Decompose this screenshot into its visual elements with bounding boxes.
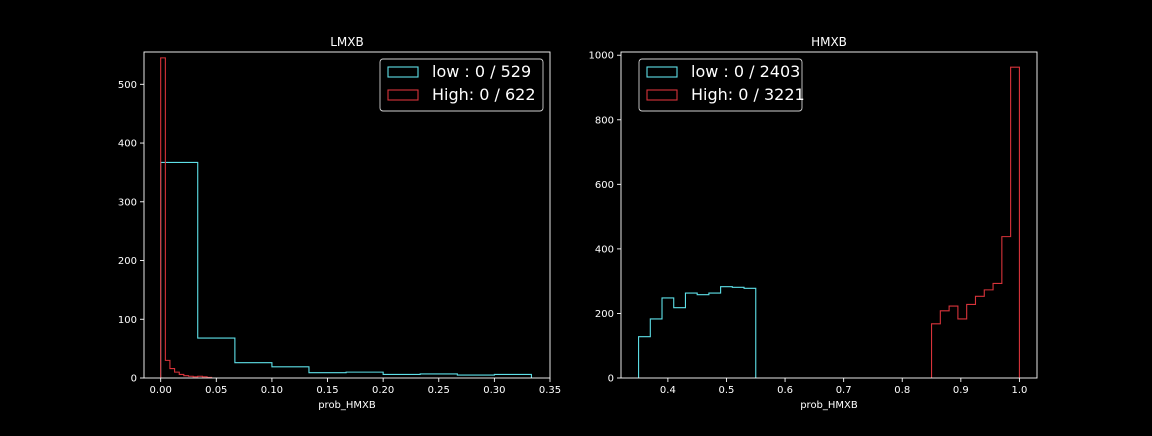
x-tick-label: 0.30 [483, 385, 505, 396]
legend-box [379, 58, 544, 112]
x-tick-label: 0.15 [316, 385, 338, 396]
histogram-series-low [638, 286, 757, 378]
chart-title: HMXB [811, 35, 847, 49]
legend-entry-label: low : 0 / 529 [432, 62, 531, 81]
axes-frame [143, 51, 551, 379]
y-tick-label: 100 [118, 315, 137, 326]
x-axis-label: prob_HMXB [800, 400, 858, 411]
legend-swatch [387, 89, 419, 101]
legend-swatch [387, 66, 419, 78]
y-tick-label: 200 [118, 256, 137, 267]
legend-entry-label: High: 0 / 3221 [691, 85, 805, 104]
x-tick-label: 0.20 [372, 385, 394, 396]
histogram-series-low [160, 161, 532, 378]
y-tick-label: 1000 [589, 51, 614, 62]
legend-swatch [646, 89, 678, 101]
legend-entry-label: low : 0 / 2403 [691, 62, 800, 81]
y-tick-label: 800 [595, 115, 614, 126]
chart-title: LMXB [330, 35, 364, 49]
y-tick-label: 400 [595, 244, 614, 255]
x-tick-label: 0.00 [150, 385, 172, 396]
histogram-series-high [930, 66, 1020, 378]
x-tick-label: 0.5 [719, 385, 735, 396]
histogram-series-high [160, 57, 213, 378]
lmxb-histogram-panel: LMXB 0.00 0.05 0.10 0.15 0.20 0.25 0.30 0.35 0 100… [118, 35, 561, 411]
legend: low : 0 / 529 High: 0 / 622 [379, 58, 544, 112]
y-tick-label: 0 [131, 374, 137, 385]
x-tick-label: 0.8 [894, 385, 910, 396]
x-tick-label: 0.10 [261, 385, 283, 396]
x-tick-label: 0.05 [205, 385, 227, 396]
legend-entry-label: High: 0 / 622 [432, 85, 536, 104]
legend: low : 0 / 2403 High: 0 / 3221 [638, 58, 805, 112]
y-tick-label: 300 [118, 197, 137, 208]
x-tick-label: 0.6 [777, 385, 793, 396]
x-tick-label: 0.35 [539, 385, 561, 396]
axes-frame [620, 51, 1038, 379]
x-tick-label: 0.25 [428, 385, 450, 396]
hmxb-histogram-panel: HMXB 0.4 0.5 0.6 0.7 0.8 0.9 1.0 0 200 400 600 800 10… [589, 35, 1038, 411]
y-tick-label: 600 [595, 180, 614, 191]
x-tick-label: 0.9 [953, 385, 969, 396]
x-axis-label: prob_HMXB [318, 400, 376, 411]
y-tick-label: 0 [608, 374, 614, 385]
y-tick-label: 200 [595, 309, 614, 320]
x-tick-label: 0.7 [836, 385, 852, 396]
legend-box [638, 58, 803, 112]
legend-swatch [646, 66, 678, 78]
x-tick-label: 0.4 [660, 385, 676, 396]
x-tick-label: 1.0 [1011, 385, 1027, 396]
y-tick-label: 500 [118, 80, 137, 91]
y-tick-label: 400 [118, 139, 137, 150]
